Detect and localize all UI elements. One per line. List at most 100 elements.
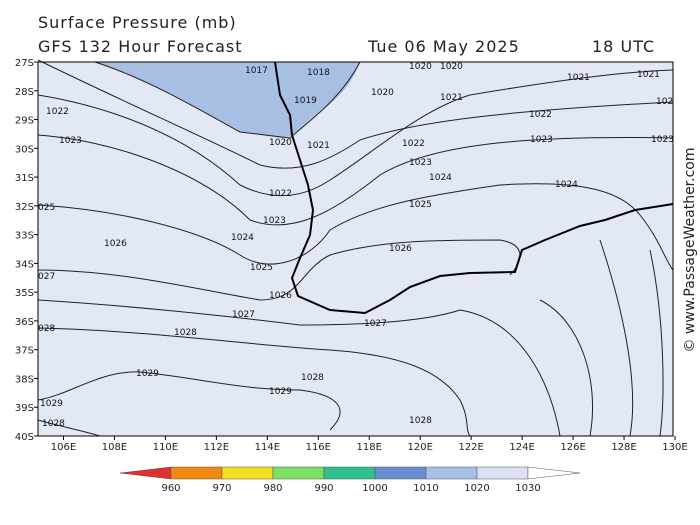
isobar-label: 1019 bbox=[294, 96, 317, 106]
lon-label: 112E bbox=[204, 442, 229, 453]
lat-label: 27S bbox=[15, 58, 34, 69]
legend-swatch bbox=[374, 466, 427, 480]
isobar-label: 1024 bbox=[555, 180, 578, 190]
lat-label: 32S bbox=[15, 202, 34, 213]
isobar-label: 1029 bbox=[40, 399, 63, 409]
legend-label: 980 bbox=[263, 483, 282, 494]
lat-label: 31S bbox=[15, 173, 34, 184]
lat-label: 40S bbox=[15, 432, 34, 443]
isobar-label: 1020 bbox=[269, 138, 292, 148]
legend-swatch bbox=[476, 466, 529, 480]
isobar-label: 1029 bbox=[136, 369, 159, 379]
lat-label: 33S bbox=[15, 231, 34, 242]
isobar-label: 1025 bbox=[250, 263, 273, 273]
lon-label: 128E bbox=[611, 442, 636, 453]
isobar-label: 1028 bbox=[174, 328, 197, 338]
legend-label: 1010 bbox=[413, 483, 438, 494]
isobar-label: 028 bbox=[38, 324, 55, 334]
legend-swatch bbox=[170, 466, 223, 480]
legend-label: 1000 bbox=[362, 483, 387, 494]
legend-label: 970 bbox=[212, 483, 231, 494]
isobar-label: 1024 bbox=[231, 233, 254, 243]
isobar-label: 102 bbox=[656, 97, 673, 107]
isobar bbox=[599, 239, 634, 437]
lon-label: 122E bbox=[458, 442, 483, 453]
lat-label: 36S bbox=[15, 317, 34, 328]
isobar bbox=[539, 299, 594, 437]
map: 1017 1018 1020 1020 1021 1021 1020 1019 … bbox=[37, 59, 674, 437]
legend-label: 1030 bbox=[515, 483, 540, 494]
isobar-label: 1028 bbox=[42, 419, 65, 429]
lon-label: 110E bbox=[153, 442, 178, 453]
isobar-label: 1023 bbox=[263, 216, 286, 226]
lon-label: 108E bbox=[102, 442, 127, 453]
isobar-label: 1028 bbox=[301, 373, 324, 383]
lon-label: 124E bbox=[509, 442, 534, 453]
isobar bbox=[94, 61, 361, 139]
isobars bbox=[37, 59, 674, 437]
model: GFS 132 Hour Forecast bbox=[38, 37, 243, 56]
lon-label: 126E bbox=[560, 442, 585, 453]
isobar bbox=[37, 419, 101, 437]
lat-label: 37S bbox=[15, 346, 34, 357]
lon-label: 116E bbox=[306, 442, 331, 453]
lon-label: 130E bbox=[662, 442, 687, 453]
isobar-label: 1022 bbox=[269, 189, 292, 199]
legend-swatch bbox=[527, 466, 581, 480]
isobar-label: 1026 bbox=[389, 244, 412, 254]
coastline bbox=[274, 61, 674, 315]
time: 18 UTC bbox=[592, 37, 655, 56]
color-legend: 960 970 980 990 1000 1010 1020 1030 bbox=[119, 466, 581, 494]
isobar-label: 025 bbox=[38, 203, 55, 213]
isobar-label: 1023 bbox=[59, 136, 82, 146]
lat-label: 30S bbox=[15, 144, 34, 155]
legend-swatch bbox=[221, 466, 274, 480]
isobar-label: 1025 bbox=[409, 200, 432, 210]
isobar bbox=[37, 327, 471, 437]
isobar bbox=[37, 183, 674, 271]
isobar-label: 1021 bbox=[307, 141, 330, 151]
isobar bbox=[649, 249, 664, 437]
isobar bbox=[37, 299, 561, 437]
lon-label: 120E bbox=[408, 442, 433, 453]
map-frame bbox=[37, 61, 674, 437]
isobar-label: 1020 bbox=[440, 62, 463, 72]
isobar-label: 1021 bbox=[637, 70, 660, 80]
isobar-label: 1023 bbox=[651, 135, 674, 145]
isobar bbox=[37, 59, 674, 169]
legend-label: 960 bbox=[161, 483, 180, 494]
isobar-label: 1021 bbox=[567, 73, 590, 83]
isobar-label: 1022 bbox=[402, 139, 425, 149]
low-pressure-zone bbox=[95, 62, 360, 138]
isobar-label: 027 bbox=[38, 272, 55, 282]
isobar-label: 1020 bbox=[371, 88, 394, 98]
lon-label: 118E bbox=[357, 442, 382, 453]
isobar bbox=[37, 69, 674, 197]
lat-label: 39S bbox=[15, 403, 34, 414]
axes: 27S 28S 29S 30S 31S 32S 33S 34S 35S 36S 37S 38S 39S 4… bbox=[15, 58, 688, 453]
isobar-label: 1022 bbox=[529, 110, 552, 120]
legend-swatch bbox=[425, 466, 478, 480]
isobar-label: 1018 bbox=[307, 68, 330, 78]
isobar-label: 1028 bbox=[409, 416, 432, 426]
isobar bbox=[37, 239, 521, 301]
title: Surface Pressure (mb) bbox=[38, 13, 237, 32]
legend-swatch bbox=[272, 466, 325, 480]
isobar-label: 1020 bbox=[409, 62, 432, 72]
legend-label: 1020 bbox=[464, 483, 489, 494]
lon-label: 106E bbox=[51, 442, 76, 453]
isobar-label: 1017 bbox=[245, 66, 268, 76]
isobar-label: 1026 bbox=[104, 239, 127, 249]
lat-label: 28S bbox=[15, 87, 34, 98]
isobar-label: 1024 bbox=[429, 173, 452, 183]
lat-label: 35S bbox=[15, 288, 34, 299]
isobar-label: 1023 bbox=[409, 158, 432, 168]
legend-swatch bbox=[323, 466, 376, 480]
isobar bbox=[37, 134, 674, 226]
isobar-label: 1026 bbox=[269, 291, 292, 301]
isobar-label: 1021 bbox=[440, 93, 463, 103]
legend-label: 990 bbox=[314, 483, 333, 494]
date: Tue 06 May 2025 bbox=[367, 37, 520, 56]
isobar-label: 1027 bbox=[364, 319, 387, 329]
